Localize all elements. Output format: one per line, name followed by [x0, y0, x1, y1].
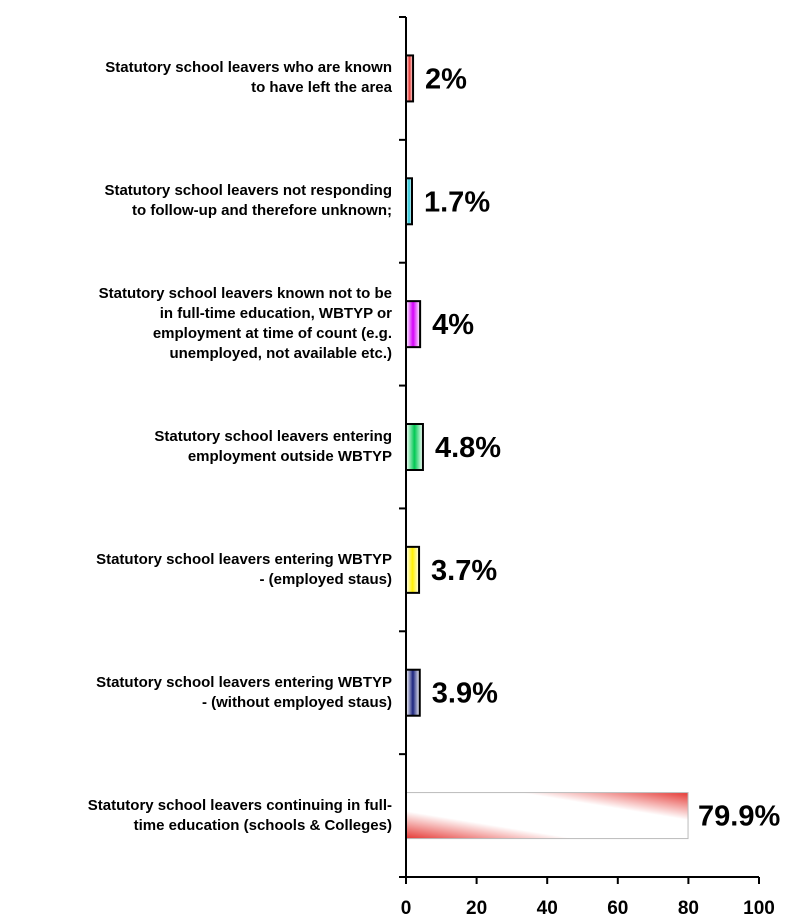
x-tick-label: 40: [537, 898, 558, 919]
ticks-group: 0 20 40 60 80 100: [399, 16, 775, 919]
axes-group: [405, 17, 759, 878]
data-label: 3.7%: [431, 555, 497, 587]
bar: [405, 423, 424, 471]
x-tick-label: 60: [607, 898, 628, 919]
data-label: 3.9%: [432, 678, 498, 710]
category-label: Statutory school leavers entering WBTYP …: [96, 550, 392, 588]
bar: [405, 668, 421, 717]
bar: [405, 545, 421, 594]
bar: [405, 300, 422, 349]
bar: [405, 792, 689, 840]
bar: [405, 54, 415, 103]
x-tick-label: 20: [466, 898, 487, 919]
category-label: Statutory school leavers not responding …: [104, 182, 392, 220]
data-label: 1.7%: [424, 186, 490, 218]
data-label: 2%: [425, 63, 467, 95]
category-label: Statutory school leavers entering WBTYP …: [96, 673, 392, 711]
category-label: Statutory school leavers who are known t…: [105, 59, 392, 97]
category-label: Statutory school leavers continuing in f…: [87, 796, 392, 834]
category-label: Statutory school leavers known not to be…: [98, 285, 392, 363]
x-tick-label: 100: [743, 898, 775, 919]
data-label: 4%: [432, 309, 474, 341]
data-label: 79.9%: [698, 801, 780, 833]
data-labels-group: 2% 1.7% 4% 4.8% 3.7% 3.9% 79.9%: [424, 63, 780, 832]
data-label: 4.8%: [435, 432, 501, 464]
x-tick-label: 0: [401, 898, 412, 919]
x-tick-label: 80: [678, 898, 699, 919]
category-label: Statutory school leavers entering employ…: [154, 428, 392, 465]
